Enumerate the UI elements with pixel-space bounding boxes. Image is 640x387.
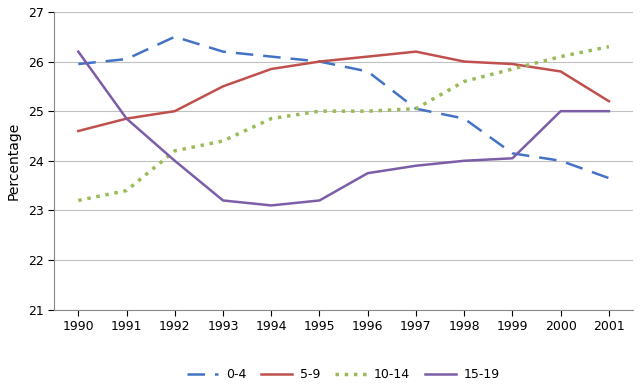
10-14: [268, 116, 275, 121]
5-9: [123, 116, 131, 121]
5-9: [219, 84, 227, 89]
5-9: [171, 109, 179, 113]
10-14: [74, 198, 82, 203]
15-19: [219, 198, 227, 203]
5-9: [557, 69, 564, 74]
15-19: [74, 49, 82, 54]
10-14: [123, 188, 131, 193]
0-4: [268, 54, 275, 59]
5-9: [364, 54, 372, 59]
0-4: [509, 151, 516, 156]
10-14: [460, 79, 468, 84]
0-4: [171, 34, 179, 39]
15-19: [460, 158, 468, 163]
15-19: [268, 203, 275, 208]
Line: 0-4: 0-4: [78, 37, 609, 178]
15-19: [412, 163, 420, 168]
Legend: 0-4, 5-9, 10-14, 15-19: 0-4, 5-9, 10-14, 15-19: [182, 363, 505, 387]
5-9: [412, 49, 420, 54]
Y-axis label: Percentage: Percentage: [7, 122, 21, 200]
10-14: [316, 109, 323, 113]
15-19: [171, 158, 179, 163]
5-9: [268, 67, 275, 71]
15-19: [605, 109, 612, 113]
0-4: [605, 176, 612, 180]
10-14: [605, 45, 612, 49]
5-9: [316, 59, 323, 64]
Line: 15-19: 15-19: [78, 51, 609, 205]
0-4: [316, 59, 323, 64]
0-4: [460, 116, 468, 121]
Line: 10-14: 10-14: [78, 47, 609, 200]
5-9: [605, 99, 612, 104]
0-4: [74, 62, 82, 66]
0-4: [557, 158, 564, 163]
10-14: [219, 139, 227, 143]
15-19: [316, 198, 323, 203]
0-4: [364, 69, 372, 74]
5-9: [460, 59, 468, 64]
5-9: [509, 62, 516, 66]
15-19: [509, 156, 516, 161]
15-19: [123, 116, 131, 121]
0-4: [412, 106, 420, 111]
5-9: [74, 129, 82, 134]
Line: 5-9: 5-9: [78, 51, 609, 131]
15-19: [557, 109, 564, 113]
0-4: [219, 49, 227, 54]
0-4: [123, 57, 131, 62]
10-14: [509, 67, 516, 71]
10-14: [557, 54, 564, 59]
10-14: [364, 109, 372, 113]
10-14: [412, 106, 420, 111]
15-19: [364, 171, 372, 175]
10-14: [171, 149, 179, 153]
